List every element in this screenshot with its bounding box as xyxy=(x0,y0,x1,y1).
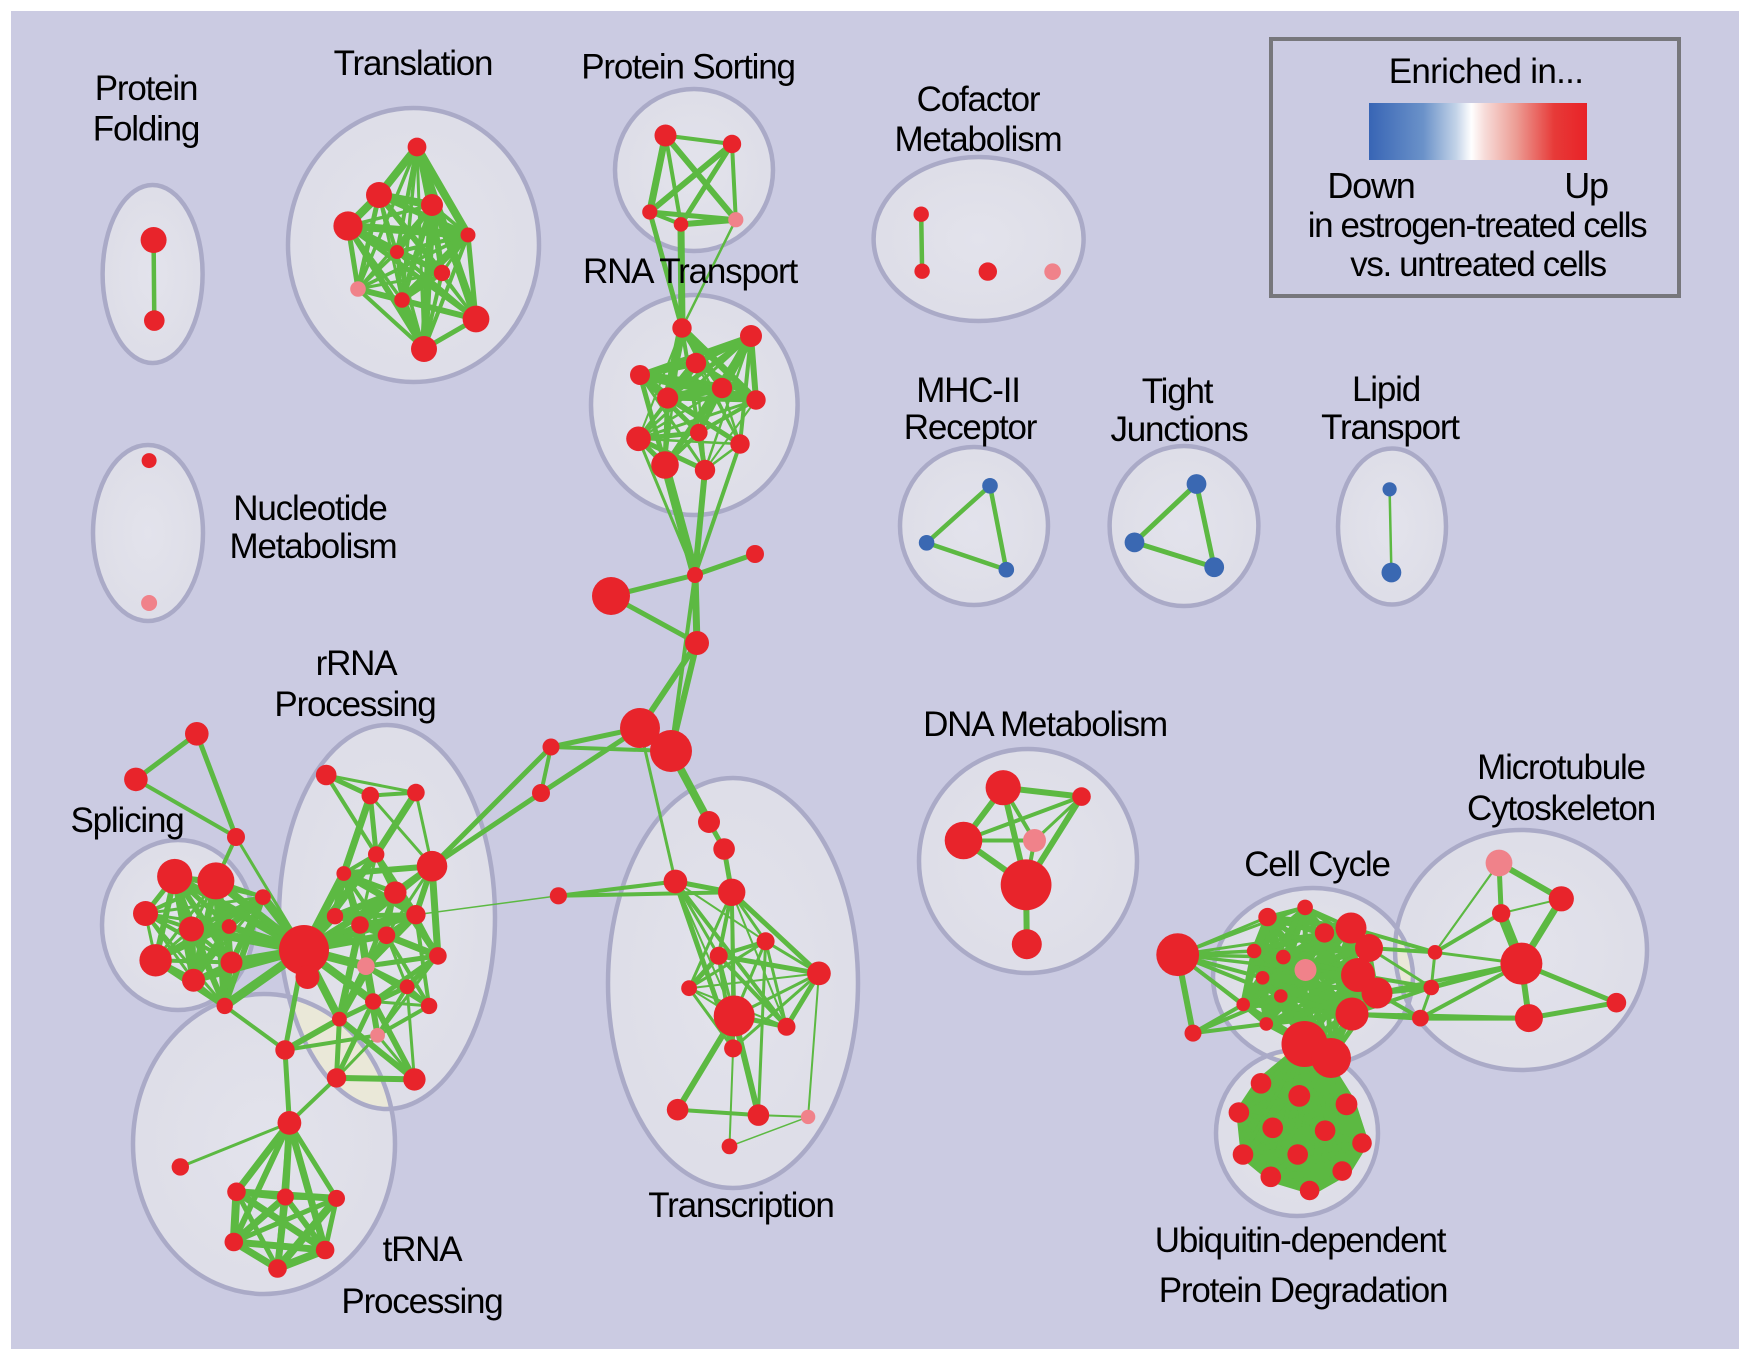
svg-text:Down: Down xyxy=(1327,165,1414,206)
svg-text:rRNA: rRNA xyxy=(316,644,399,683)
svg-text:Cell Cycle: Cell Cycle xyxy=(1244,845,1390,884)
svg-text:Processing: Processing xyxy=(274,685,435,724)
svg-text:vs. untreated cells: vs. untreated cells xyxy=(1350,245,1606,284)
svg-text:Microtubule: Microtubule xyxy=(1477,748,1645,787)
svg-text:Protein Sorting: Protein Sorting xyxy=(581,48,795,87)
svg-text:Translation: Translation xyxy=(334,44,493,83)
svg-text:Splicing: Splicing xyxy=(71,801,184,840)
svg-text:Receptor: Receptor xyxy=(904,408,1038,447)
svg-text:Up: Up xyxy=(1564,165,1608,206)
svg-text:Metabolism: Metabolism xyxy=(230,527,397,566)
svg-text:Protein: Protein xyxy=(95,69,198,108)
svg-text:RNA Transport: RNA Transport xyxy=(583,252,798,291)
svg-text:MHC-II: MHC-II xyxy=(916,371,1020,410)
svg-text:Cytoskeleton: Cytoskeleton xyxy=(1467,789,1655,828)
svg-text:Nucleotide: Nucleotide xyxy=(233,489,386,528)
svg-text:Transport: Transport xyxy=(1321,408,1460,447)
svg-text:Junctions: Junctions xyxy=(1110,410,1248,449)
svg-text:in estrogen-treated cells: in estrogen-treated cells xyxy=(1308,206,1647,245)
svg-text:DNA Metabolism: DNA Metabolism xyxy=(923,705,1167,744)
svg-text:Transcription: Transcription xyxy=(648,1186,833,1225)
svg-text:Lipid: Lipid xyxy=(1352,370,1420,409)
svg-text:Folding: Folding xyxy=(93,110,199,149)
svg-text:Tight: Tight xyxy=(1142,372,1214,411)
svg-text:Cofactor: Cofactor xyxy=(917,80,1041,119)
svg-text:Ubiquitin-dependent: Ubiquitin-dependent xyxy=(1155,1221,1447,1260)
svg-text:tRNA: tRNA xyxy=(383,1230,464,1269)
svg-text:Metabolism: Metabolism xyxy=(895,120,1062,159)
svg-text:Protein Degradation: Protein Degradation xyxy=(1159,1271,1448,1310)
svg-text:Processing: Processing xyxy=(341,1282,502,1321)
svg-text:Enriched in...: Enriched in... xyxy=(1389,52,1583,91)
